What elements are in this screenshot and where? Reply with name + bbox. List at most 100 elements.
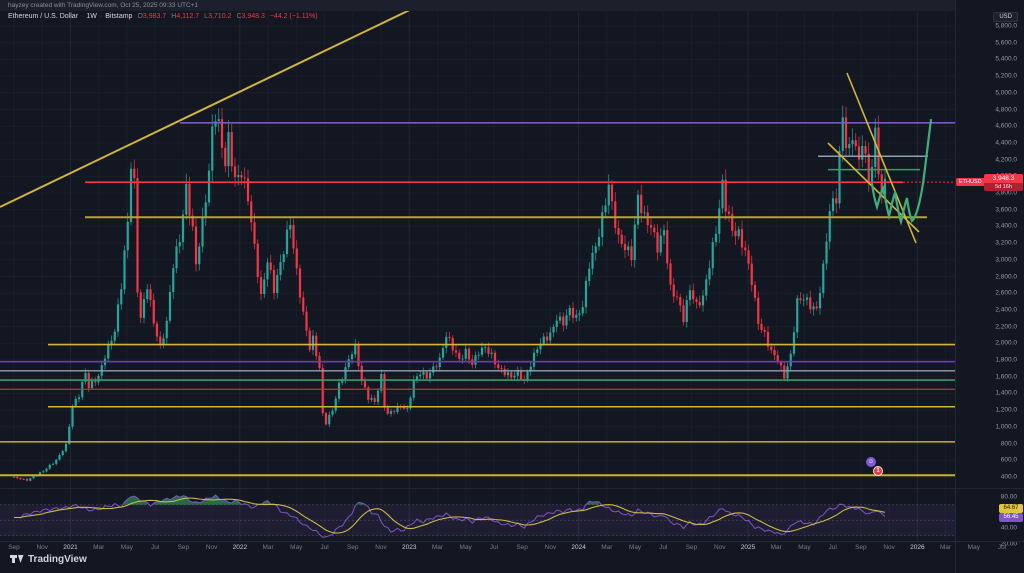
symbol-name[interactable]: Ethereum / U.S. Dollar [8,13,79,20]
trend-line-drawing[interactable] [846,72,917,244]
time-axis-label: 2026 [910,544,925,551]
price-tick-label: 3,000.0 [995,256,1017,264]
price-tick-label: 4,200.0 [995,156,1017,164]
time-axis-label: Jul [828,544,837,551]
time-axis-label: Jul [489,544,499,551]
time-axis-label: Nov [883,544,895,551]
open-value: 3,983.7 [142,13,167,20]
time-axis-label: Nov [205,544,218,551]
tradingview-logo[interactable]: TradingView [10,552,87,566]
time-axis-label: Mar [770,544,782,551]
chart-canvas[interactable] [0,0,955,543]
rsi-band [0,504,955,536]
time-axis-label: Sep [346,544,359,551]
price-tick-label: 2,800.0 [995,273,1017,280]
time-axis-label: May [967,544,980,551]
snapshot-info-bar: hayzey created with TradingView.com, Oct… [0,0,1024,11]
time-axis-label: 2021 [63,544,78,551]
rsi-tick-label: 40.00 [1000,524,1017,532]
price-tick-label: 4,800.0 [995,106,1017,113]
trend-line-drawing[interactable] [0,5,419,208]
high-value: 4,112.7 [176,13,200,20]
time-axis-label: Nov [544,544,557,551]
symbol-legend[interactable]: Ethereum / U.S. Dollar · 1W · Bitstamp O3,983… [8,13,318,20]
price-tick-label: 3,200.0 [995,239,1017,247]
time-axis-label: Sep [177,544,190,551]
tradingview-logo-text: TradingView [28,553,87,565]
rsi-overbought-fill [153,494,245,505]
time-axis-label: Jul [320,544,329,551]
time-axis-label: Jul [150,544,160,551]
notification-count-badge[interactable]: 1 [873,466,883,476]
price-tick-label: 1,800.0 [995,356,1017,364]
low-label: L [204,13,209,20]
currency-toggle-button[interactable]: USD [993,12,1018,22]
open-label: O [137,13,143,20]
time-axis-label: Sep [855,544,867,551]
rsi-overbought-fill [124,496,148,505]
rsi-ma-value-badge: 64.67 [999,504,1023,513]
price-tick-label: 2,000.0 [995,339,1017,347]
price-tick-label: 5,400.0 [995,55,1017,63]
price-tick-label: 1,000.0 [995,423,1017,431]
close-label: C [236,13,242,20]
candles-series [12,105,887,482]
time-axis-label: Sep [685,544,698,551]
price-tick-label: 5,800.0 [995,22,1017,30]
time-axis-label: 2022 [232,544,248,551]
sticker-icon[interactable]: ☺ [866,457,876,467]
time-axis-label: Sep [516,544,528,551]
time-axis-label: Mar [601,544,613,551]
change-value: −44.2 (−1.11%) [269,13,318,20]
legend-separator: · [81,13,84,20]
pane-separator[interactable] [0,488,1024,489]
price-tick-label: 4,400.0 [995,139,1017,147]
price-tick-label: 400.0 [1000,473,1017,481]
time-axis-label: May [459,544,472,551]
time-axis-label: Mar [431,544,444,551]
time-axis-label: Nov [36,544,48,551]
bar-countdown: 5d 16h [984,183,1023,191]
price-tick-label: 3,400.0 [995,222,1017,230]
time-axis-label: Mar [262,544,274,551]
time-axis-label: Jul [997,544,1007,551]
price-tick-label: 5,000.0 [995,89,1017,97]
time-axis-label: Nov [713,544,726,551]
time-axis-label: Nov [375,544,387,551]
high-label: H [171,13,177,20]
time-axis-label: Jul [659,544,668,551]
price-tick-label: 3,800.0 [995,189,1017,197]
price-tick-label: 2,400.0 [995,306,1017,314]
projection-sketch-drawing[interactable] [870,118,933,226]
snapshot-note: hayzey created with TradingView.com, Oct… [8,2,199,9]
legend-separator: · [99,13,103,20]
time-axis-label: Mar [93,544,105,551]
time-axis-label: 2023 [401,544,417,551]
rsi-value-badge: 56.45 [999,513,1023,522]
last-price-badge: 3,948.3 5d 16h [984,174,1023,191]
time-axis-label: May [628,544,642,551]
price-tick-label: 3,600.0 [995,206,1017,214]
time-axis-label: 2025 [740,544,756,551]
price-tick-label: 800.0 [1000,440,1017,447]
price-tick-label: 2,600.0 [995,289,1017,297]
price-tick-label: 4,600.0 [995,122,1017,130]
price-tick-label: 1,200.0 [995,406,1017,414]
price-tick-label: 1,600.0 [995,373,1017,381]
rsi-ma-line [14,497,886,534]
rsi-line [13,494,886,538]
interval-label[interactable]: 1W [86,13,97,20]
price-axis[interactable]: 5,800.0 5,600.0 5,400.0 5,200.0 5,000.0 4,800… [955,0,1024,573]
tradingview-logo-icon [10,555,24,563]
rsi-tick-label: 80.00 [1000,493,1017,501]
price-tick-label: 2,200.0 [995,323,1017,331]
exchange-label: Bitstamp [105,13,133,20]
time-axis-label: 2024 [571,544,586,551]
symbol-price-tag: ETHUSD [956,178,985,186]
price-tick-label: 5,200.0 [995,72,1017,80]
price-tick-label: 1,400.0 [995,389,1017,397]
time-axis-separator [0,541,1024,542]
last-price-value: 3,948.3 [984,174,1023,183]
time-axis-label: May [290,544,303,551]
